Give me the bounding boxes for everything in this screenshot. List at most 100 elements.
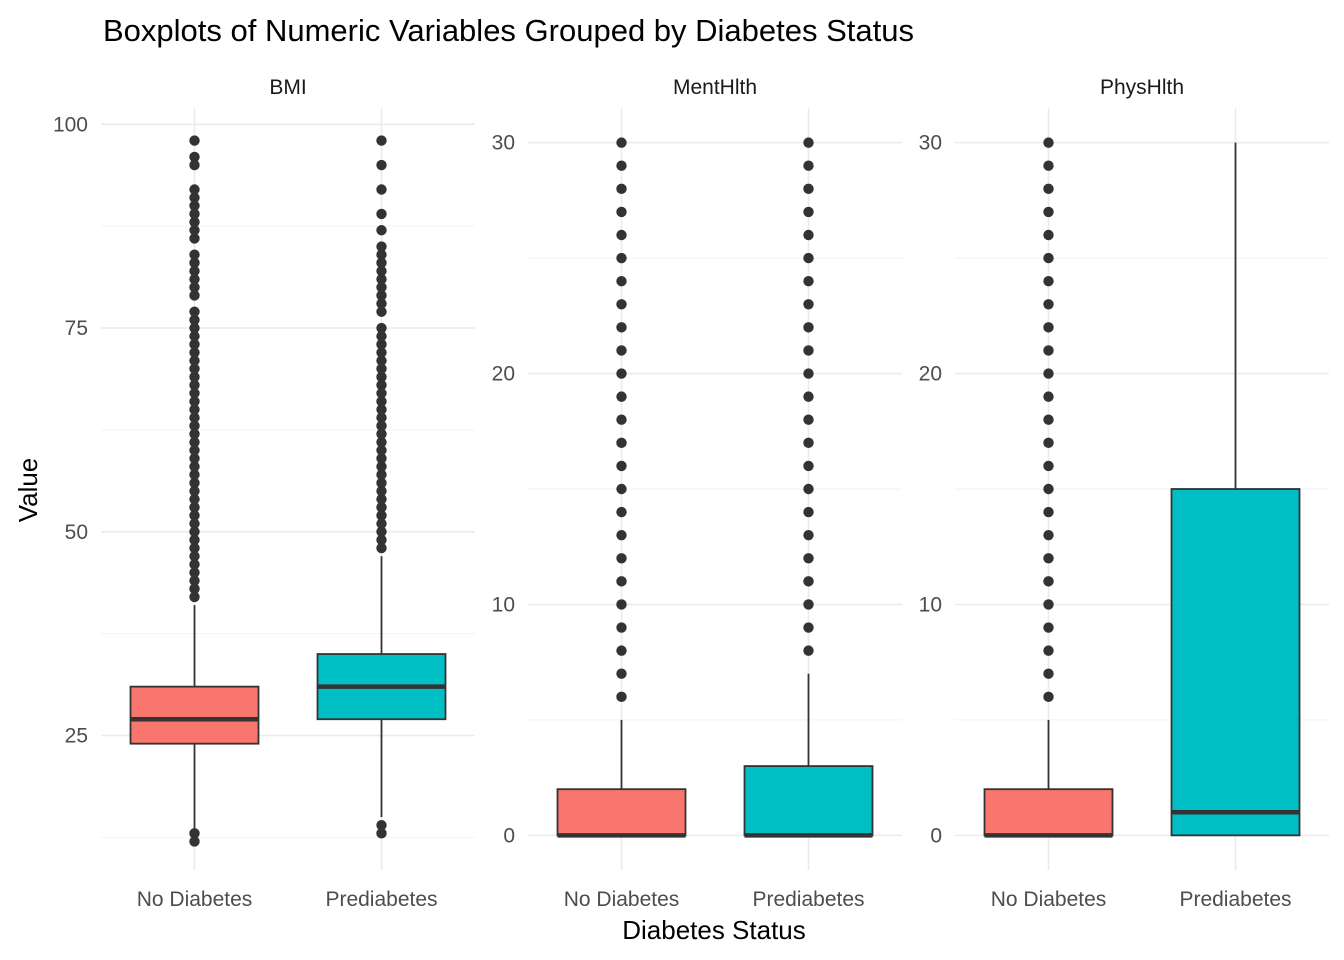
outlier-point — [376, 282, 387, 293]
facet-label: BMI — [269, 76, 306, 99]
outlier-point — [376, 388, 387, 399]
outlier-point — [189, 502, 200, 513]
outlier-point — [803, 160, 814, 171]
outlier-point — [376, 363, 387, 374]
outlier-point — [376, 322, 387, 334]
x-tick-label: No Diabetes — [991, 888, 1107, 911]
outlier-point — [189, 159, 200, 171]
y-tick-label: 10 — [919, 593, 942, 616]
outlier-point — [1043, 668, 1054, 679]
outlier-point — [803, 529, 814, 541]
outlier-point — [1043, 414, 1054, 425]
outlier-point — [616, 553, 627, 564]
outlier-point — [189, 469, 200, 480]
outlier-point — [189, 371, 200, 383]
outlier-point — [376, 428, 387, 440]
box-body — [129, 685, 260, 745]
box-no-diabetes — [129, 135, 260, 847]
outlier-point — [616, 275, 627, 287]
outlier-point — [189, 493, 200, 505]
outlier-point — [189, 249, 200, 260]
y-tick-label: 75 — [65, 317, 88, 340]
outlier-point — [189, 290, 200, 301]
outlier-point — [376, 241, 387, 252]
outlier-point — [376, 518, 387, 529]
outlier-point — [189, 216, 200, 228]
outlier-point — [189, 485, 200, 497]
outlier-point — [189, 379, 200, 391]
y-tick-label: 20 — [919, 363, 942, 386]
outlier-point — [616, 137, 627, 148]
outlier-point — [376, 469, 387, 480]
outlier-point — [803, 483, 814, 495]
outlier-point — [1043, 229, 1054, 241]
outlier-point — [189, 404, 200, 415]
outlier-point — [376, 306, 387, 317]
outlier-point — [376, 542, 387, 554]
outlier-point — [189, 257, 200, 269]
outlier-point — [803, 599, 814, 610]
outlier-point — [616, 345, 627, 356]
outlier-point — [616, 668, 627, 679]
outlier-point — [803, 437, 814, 449]
box-no-diabetes — [556, 137, 687, 838]
outlier-point — [376, 225, 387, 236]
outlier-point — [803, 391, 814, 402]
outlier-point — [376, 412, 387, 423]
outlier-point — [1043, 506, 1054, 518]
outlier-point — [1043, 368, 1054, 379]
box-body — [1170, 488, 1301, 837]
outlier-point — [189, 428, 200, 440]
outlier-point — [616, 691, 627, 703]
outlier-point — [189, 306, 200, 317]
outlier-point — [189, 347, 200, 358]
x-tick-label: No Diabetes — [564, 888, 680, 911]
outlier-point — [376, 371, 387, 383]
outlier-point — [376, 208, 387, 220]
outlier-point — [616, 437, 627, 449]
outlier-point — [803, 506, 814, 518]
outlier-point — [376, 493, 387, 505]
outlier-point — [189, 575, 200, 586]
outlier-point — [1043, 460, 1054, 472]
box-body — [743, 765, 874, 837]
y-tick-label: 0 — [930, 824, 942, 847]
outlier-point — [803, 275, 814, 287]
outlier-point — [189, 518, 200, 529]
outlier-point — [1043, 322, 1054, 333]
outlier-point — [189, 836, 200, 847]
outlier-point — [189, 192, 200, 203]
outlier-point — [376, 184, 387, 195]
outlier-point — [616, 229, 627, 241]
outlier-point — [803, 322, 814, 333]
outlier-point — [1043, 275, 1054, 287]
outlier-point — [803, 299, 814, 310]
y-tick-label: 25 — [65, 725, 88, 748]
outlier-point — [189, 363, 200, 374]
box-prediabetes — [1170, 142, 1301, 837]
outlier-point — [189, 330, 200, 342]
outlier-point — [1043, 206, 1054, 218]
outlier-point — [376, 485, 387, 497]
outlier-point — [1043, 299, 1054, 310]
outlier-point — [189, 461, 200, 472]
outlier-point — [616, 576, 627, 587]
outlier-point — [616, 599, 627, 610]
outlier-point — [803, 460, 814, 472]
outlier-point — [189, 551, 200, 562]
outlier-point — [189, 591, 200, 603]
outlier-point — [1043, 576, 1054, 587]
outlier-point — [376, 510, 387, 521]
outlier-point — [803, 183, 814, 195]
outlier-point — [376, 347, 387, 358]
outlier-point — [1043, 553, 1054, 564]
y-tick-label: 20 — [492, 363, 515, 386]
y-tick-label: 30 — [492, 132, 515, 155]
outlier-point — [376, 819, 387, 831]
outlier-point — [376, 339, 387, 350]
outlier-point — [189, 135, 200, 146]
outlier-point — [803, 622, 814, 633]
outlier-point — [616, 322, 627, 333]
box-body — [556, 788, 687, 837]
